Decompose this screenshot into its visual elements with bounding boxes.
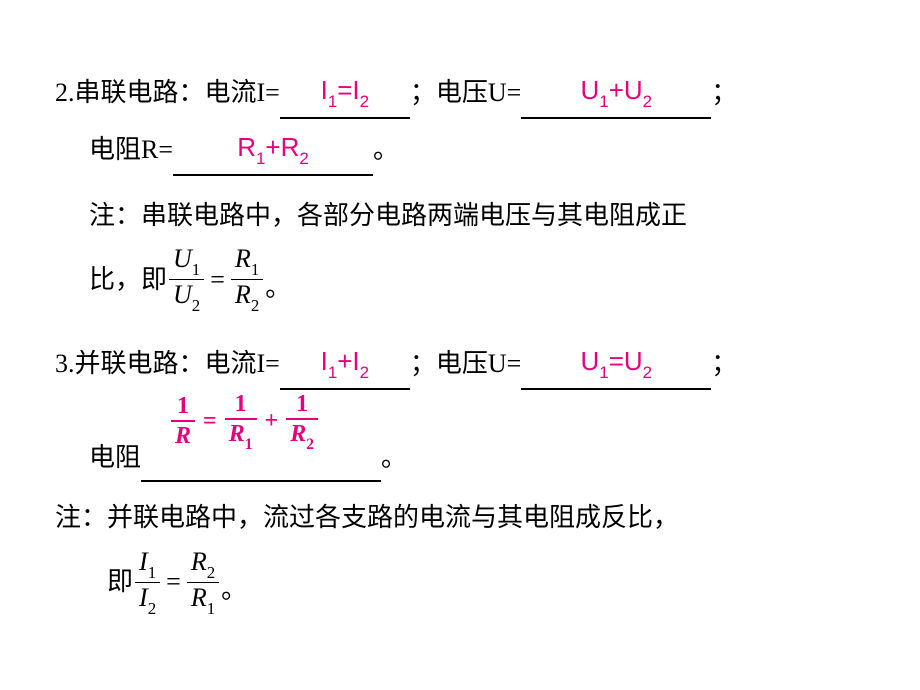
item3-f3: 1 R2 — [286, 392, 318, 450]
item3-feq: = — [197, 401, 223, 442]
item2-note-a: 注：串联电路中，各部分电路两端电压与其电阻成正 — [89, 194, 880, 238]
item3-blank-I: I1+I2 — [280, 341, 410, 390]
item2-frac2: R1 R2 — [231, 246, 263, 313]
item2-blank-R: R1+R2 — [173, 127, 373, 176]
item3-line1: 3.并联电路：电流I= I1+I2 ；电压U= U1=U2 ； — [55, 341, 880, 390]
item2-prefix: 2.串联电路：电流I= — [55, 78, 280, 107]
item3-line2: 电阻 。 1 R = 1 R1 + 1 R2 — [89, 436, 880, 482]
item3-formula: 1 R = 1 R1 + 1 R2 — [169, 392, 320, 450]
item2-frac-eq: = — [206, 258, 229, 302]
item2-note-b: 比，即 U1 U2 = R1 R2 。 — [89, 246, 880, 313]
item3-f1: 1 R — [171, 394, 195, 448]
item2-end1: ； — [711, 78, 737, 107]
item3-end1: ； — [711, 349, 737, 378]
item3-fplus: + — [259, 401, 285, 442]
item2-line2-prefix: 电阻R= — [89, 135, 173, 164]
item2-ans-U: U1+U2 — [581, 75, 653, 105]
item3-blank-U: U1=U2 — [521, 341, 711, 390]
item2-line1: 2.串联电路：电流I= I1=I2 ；电压U= U1+U2 ； — [55, 70, 880, 119]
item2-blank-U: U1+U2 — [521, 70, 711, 119]
item2-blank-I: I1=I2 — [280, 70, 410, 119]
item2-mid1: ；电压U= — [410, 78, 521, 107]
item2-ans-I: I1=I2 — [321, 75, 369, 105]
item2-line2-end: 。 — [373, 135, 399, 164]
item3-frac1: I1 I2 — [135, 549, 160, 616]
item3-f2: 1 R1 — [225, 392, 257, 450]
item2-ans-R: R1+R2 — [237, 132, 309, 162]
item2-line2: 电阻R= R1+R2 。 — [89, 127, 880, 176]
item3-note-a: 注：并联电路中，流过各支路的电流与其电阻成反比， — [55, 496, 880, 540]
item3-note-b: 即 I1 I2 = R2 R1 。 — [107, 549, 880, 616]
item3-line2-prefix: 电阻 — [89, 443, 141, 472]
item2-frac1: U1 U2 — [169, 246, 204, 313]
item3-line2-end: 。 — [381, 443, 407, 472]
item3-prefix: 3.并联电路：电流I= — [55, 349, 280, 378]
item3-frac-eq: = — [162, 560, 185, 604]
slide-content: 2.串联电路：电流I= I1=I2 ；电压U= U1+U2 ； 电阻R= R1+R2 。 注… — [0, 0, 920, 616]
item3-ans-I: I1+I2 — [321, 346, 369, 376]
item3-frac2: R2 R1 — [187, 549, 219, 616]
item3-mid1: ；电压U= — [410, 349, 521, 378]
item3-ans-U: U1=U2 — [581, 346, 653, 376]
